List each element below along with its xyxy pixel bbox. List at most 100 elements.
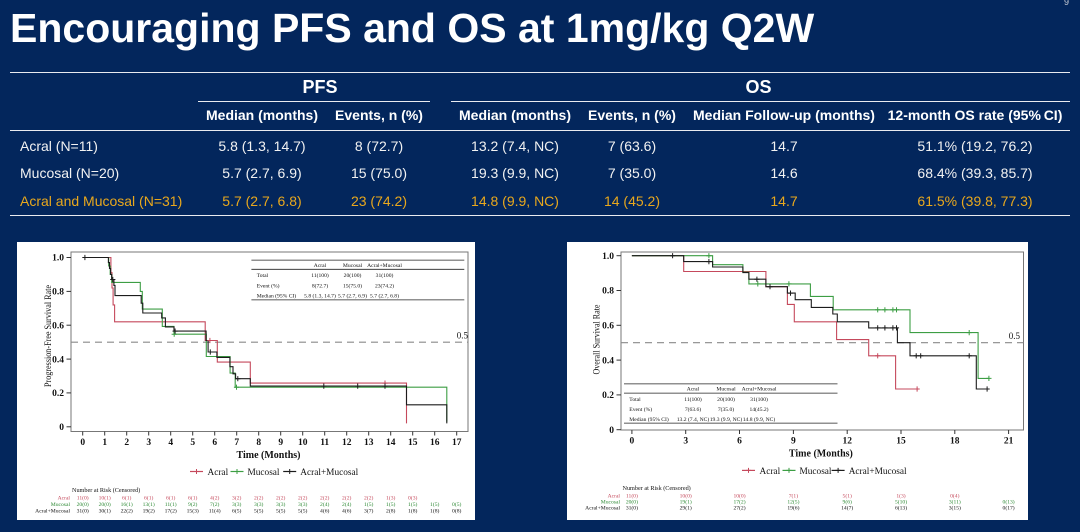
svg-text:5(5): 5(5) — [254, 507, 263, 514]
svg-text:9: 9 — [791, 437, 796, 447]
svg-text:Acral: Acral — [687, 387, 700, 393]
svg-text:27(2): 27(2) — [733, 504, 745, 511]
svg-text:Number at Risk (Censored): Number at Risk (Censored) — [72, 487, 140, 494]
svg-text:7: 7 — [234, 438, 239, 448]
svg-text:5.7 (2.7, 6.8): 5.7 (2.7, 6.8) — [370, 293, 399, 300]
svg-text:4(2): 4(2) — [210, 494, 219, 501]
svg-text:16(1): 16(1) — [121, 501, 133, 508]
svg-text:3(3): 3(3) — [298, 501, 307, 508]
svg-text:12: 12 — [342, 438, 352, 448]
svg-text:15: 15 — [408, 438, 418, 448]
svg-text:23(74.2): 23(74.2) — [375, 282, 394, 289]
svg-text:6: 6 — [212, 438, 217, 448]
svg-text:0.8: 0.8 — [52, 288, 64, 298]
svg-text:3: 3 — [146, 438, 151, 448]
svg-text:1(8): 1(8) — [430, 507, 439, 514]
svg-text:Mucosal: Mucosal — [800, 467, 832, 477]
svg-text:8: 8 — [256, 438, 261, 448]
svg-text:Acral+Mucosal: Acral+Mucosal — [367, 263, 402, 269]
svg-text:0.5: 0.5 — [457, 331, 469, 341]
svg-text:2: 2 — [124, 438, 129, 448]
svg-text:5: 5 — [190, 438, 195, 448]
svg-text:13(1): 13(1) — [143, 501, 155, 508]
svg-text:0: 0 — [609, 426, 614, 436]
svg-text:14(45.2): 14(45.2) — [749, 406, 768, 413]
svg-text:15(75.0): 15(75.0) — [343, 282, 362, 289]
svg-text:Event (%): Event (%) — [257, 282, 280, 289]
svg-text:20(0): 20(0) — [99, 501, 111, 508]
svg-text:19(2): 19(2) — [143, 507, 155, 514]
svg-text:9: 9 — [278, 438, 283, 448]
svg-text:0.6: 0.6 — [52, 321, 64, 331]
svg-text:20(0): 20(0) — [626, 498, 638, 505]
svg-text:2(2): 2(2) — [364, 494, 373, 501]
svg-text:19(6): 19(6) — [787, 504, 799, 511]
svg-text:Acral+Mucosal: Acral+Mucosal — [300, 468, 358, 478]
svg-text:13.2 (7.4, NC): 13.2 (7.4, NC) — [677, 416, 710, 423]
svg-text:16: 16 — [430, 438, 440, 448]
svg-text:0.5: 0.5 — [1009, 331, 1021, 341]
svg-text:15(3): 15(3) — [187, 507, 199, 514]
svg-text:1(3): 1(3) — [386, 494, 395, 501]
svg-text:14: 14 — [386, 438, 396, 448]
svg-text:4: 4 — [168, 438, 173, 448]
svg-text:12(5): 12(5) — [787, 498, 799, 505]
svg-text:17: 17 — [452, 438, 462, 448]
svg-text:Acral: Acral — [58, 495, 71, 501]
svg-text:19.3 (9.9, NC): 19.3 (9.9, NC) — [710, 416, 743, 423]
svg-text:Time (Months): Time (Months) — [789, 449, 853, 460]
svg-text:0.6: 0.6 — [602, 322, 614, 332]
svg-text:1(8): 1(8) — [408, 507, 417, 514]
svg-text:11(1): 11(1) — [165, 501, 177, 508]
svg-text:10(1): 10(1) — [99, 494, 111, 501]
svg-text:2(2): 2(2) — [254, 494, 263, 501]
svg-text:Median (95% CI): Median (95% CI) — [257, 293, 297, 300]
svg-text:Progression-Free Survival Rate: Progression-Free Survival Rate — [43, 285, 53, 387]
svg-text:2(8): 2(8) — [386, 507, 395, 514]
svg-text:4(6): 4(6) — [320, 507, 329, 514]
svg-text:3(3): 3(3) — [232, 501, 241, 508]
svg-text:2(2): 2(2) — [320, 494, 329, 501]
svg-text:Acral+Mucosal: Acral+Mucosal — [585, 505, 620, 511]
svg-text:Mucosal: Mucosal — [51, 502, 71, 508]
svg-text:Overall Survival Rate: Overall Survival Rate — [592, 305, 602, 375]
svg-text:3(3): 3(3) — [254, 501, 263, 508]
svg-text:14(7): 14(7) — [841, 504, 853, 511]
svg-text:Mucosal: Mucosal — [343, 263, 363, 269]
svg-text:Acral: Acral — [760, 467, 781, 477]
svg-text:Acral+Mucosal: Acral+Mucosal — [849, 467, 907, 477]
svg-text:6: 6 — [737, 437, 742, 447]
svg-text:Mucosal: Mucosal — [601, 499, 621, 505]
svg-text:22(2): 22(2) — [121, 507, 133, 514]
svg-text:31(0): 31(0) — [626, 504, 638, 511]
svg-text:15: 15 — [896, 437, 906, 447]
svg-text:2(2): 2(2) — [276, 494, 285, 501]
svg-text:7(63.6): 7(63.6) — [685, 406, 701, 413]
svg-text:0(13): 0(13) — [1003, 498, 1015, 505]
svg-text:17(2): 17(2) — [165, 507, 177, 514]
svg-text:Median (95% CI): Median (95% CI) — [629, 416, 669, 423]
svg-text:13: 13 — [364, 438, 374, 448]
svg-text:Acral+Mucosal: Acral+Mucosal — [742, 387, 777, 393]
svg-text:0.2: 0.2 — [52, 389, 64, 399]
svg-text:0.4: 0.4 — [602, 356, 614, 366]
svg-text:Number at Risk (Censored): Number at Risk (Censored) — [623, 485, 691, 492]
svg-text:5.7 (2.7, 6.9): 5.7 (2.7, 6.9) — [338, 293, 367, 300]
svg-text:2(4): 2(4) — [342, 501, 351, 508]
svg-text:Event (%): Event (%) — [629, 406, 652, 413]
svg-text:1.0: 1.0 — [602, 252, 614, 262]
svg-text:2(2): 2(2) — [298, 494, 307, 501]
svg-text:6(1): 6(1) — [144, 494, 153, 501]
svg-text:10(0): 10(0) — [680, 492, 692, 499]
svg-text:11(100): 11(100) — [684, 396, 702, 403]
svg-text:17(2): 17(2) — [733, 498, 745, 505]
svg-text:30(1): 30(1) — [99, 507, 111, 514]
svg-text:0.8: 0.8 — [602, 287, 614, 297]
svg-text:20(100): 20(100) — [344, 272, 362, 279]
svg-text:Acral+Mucosal: Acral+Mucosal — [35, 508, 70, 514]
svg-text:5(5): 5(5) — [276, 507, 285, 514]
svg-text:10(0): 10(0) — [733, 492, 745, 499]
svg-text:11(0): 11(0) — [626, 492, 638, 499]
svg-text:3(11): 3(11) — [949, 498, 961, 505]
svg-text:6(1): 6(1) — [166, 494, 175, 501]
